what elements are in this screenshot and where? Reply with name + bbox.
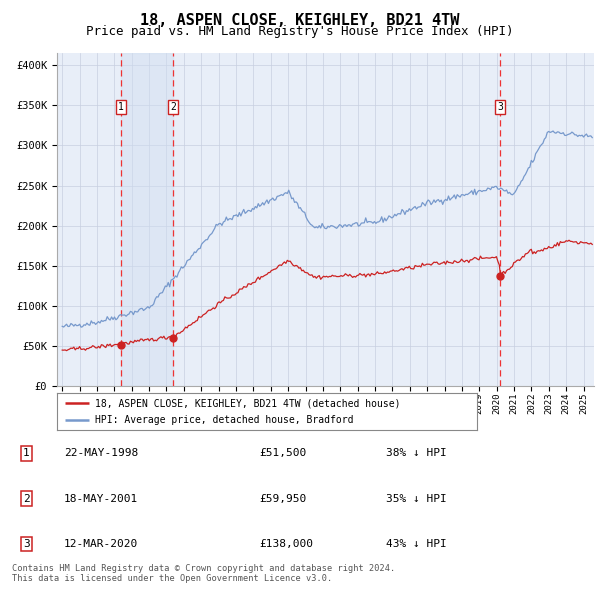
Text: 43% ↓ HPI: 43% ↓ HPI: [386, 539, 447, 549]
Text: £59,950: £59,950: [260, 494, 307, 503]
Text: 3: 3: [23, 539, 30, 549]
Text: 2: 2: [170, 102, 176, 112]
Text: 35% ↓ HPI: 35% ↓ HPI: [386, 494, 447, 503]
Text: 22-MAY-1998: 22-MAY-1998: [64, 448, 138, 458]
Text: 18-MAY-2001: 18-MAY-2001: [64, 494, 138, 503]
Text: 1: 1: [23, 448, 30, 458]
Text: 12-MAR-2020: 12-MAR-2020: [64, 539, 138, 549]
Text: 18, ASPEN CLOSE, KEIGHLEY, BD21 4TW (detached house): 18, ASPEN CLOSE, KEIGHLEY, BD21 4TW (det…: [95, 398, 400, 408]
Text: 1: 1: [118, 102, 124, 112]
Text: 18, ASPEN CLOSE, KEIGHLEY, BD21 4TW: 18, ASPEN CLOSE, KEIGHLEY, BD21 4TW: [140, 13, 460, 28]
Text: 2: 2: [23, 494, 30, 503]
Text: £51,500: £51,500: [260, 448, 307, 458]
Bar: [121, 53, 173, 386]
Text: Contains HM Land Registry data © Crown copyright and database right 2024.
This d: Contains HM Land Registry data © Crown c…: [12, 563, 395, 583]
Text: 38% ↓ HPI: 38% ↓ HPI: [386, 448, 447, 458]
Text: 3: 3: [497, 102, 503, 112]
Text: £138,000: £138,000: [260, 539, 314, 549]
Text: Price paid vs. HM Land Registry's House Price Index (HPI): Price paid vs. HM Land Registry's House …: [86, 25, 514, 38]
Text: HPI: Average price, detached house, Bradford: HPI: Average price, detached house, Brad…: [95, 415, 353, 425]
